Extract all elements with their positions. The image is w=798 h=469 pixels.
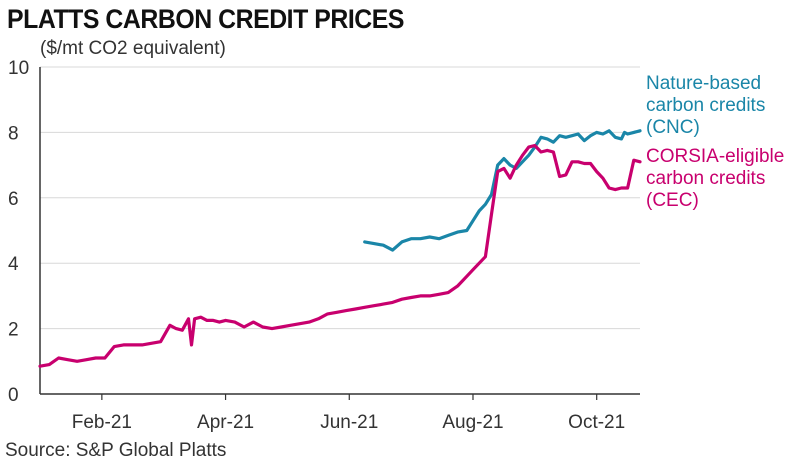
x-tick-label: Feb-21 — [72, 412, 132, 433]
grid-lines — [40, 66, 640, 330]
y-tick-label: 0 — [8, 385, 19, 406]
x-tick-label: Aug-21 — [442, 412, 503, 433]
y-tick-label: 8 — [8, 123, 19, 144]
cec-series-line — [38, 143, 642, 368]
cnc-series-label: Nature-based carbon credits (CNC) — [646, 73, 765, 138]
series-lines — [38, 129, 642, 368]
cnc-series-line — [363, 129, 642, 252]
x-tick-label: Jun-21 — [320, 412, 378, 433]
axes: 0 2 4 6 8 10 Feb-21 Apr-21 Jun-21 Aug-21 Oct-21 — [8, 58, 640, 433]
y-tick-label: 10 — [8, 58, 29, 79]
y-tick-label: 6 — [8, 189, 19, 210]
x-tick-label: Apr-21 — [197, 412, 254, 433]
x-tick-label: Oct-21 — [568, 412, 625, 433]
chart-title: PLATTS CARBON CREDIT PRICES — [7, 4, 404, 34]
y-tick-label: 2 — [8, 320, 19, 341]
series-labels: Nature-based carbon credits (CNC) CORSIA-el… — [646, 73, 784, 211]
y-axis-unit-label: ($/mt CO2 equivalent) — [40, 38, 226, 59]
source-note: Source: S&P Global Platts — [5, 440, 227, 461]
cec-series-label: CORSIA-eligible carbon credits (CEC) — [646, 146, 784, 211]
y-tick-label: 4 — [8, 254, 19, 275]
